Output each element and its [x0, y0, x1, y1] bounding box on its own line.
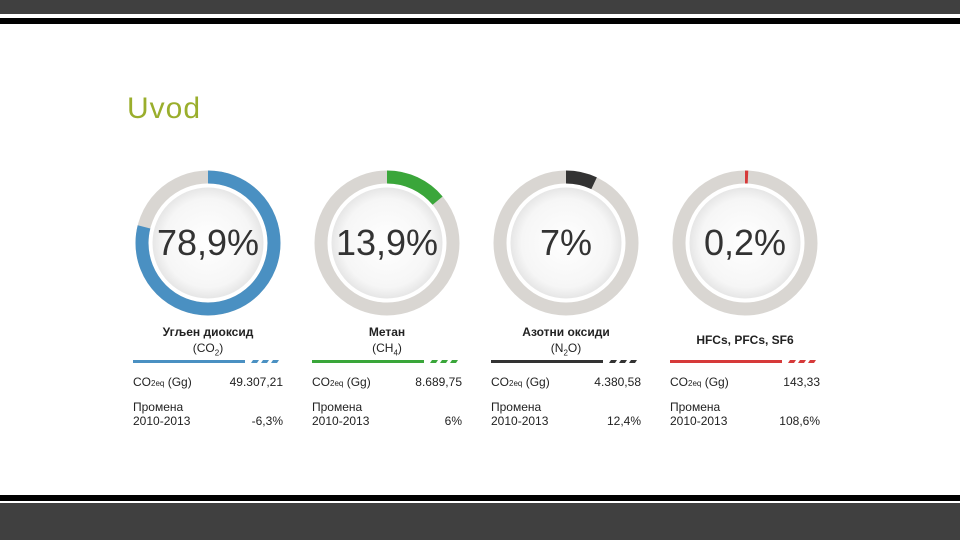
color-rule: [133, 360, 279, 363]
change-label-row: Промена: [491, 400, 641, 414]
donut-chart: 13,9%: [312, 168, 462, 318]
co2eq-label: CO2eq (Gg): [491, 375, 550, 389]
bottom-divider: [0, 495, 960, 501]
donut-svg: [135, 170, 281, 316]
donut-chart: 78,9%: [133, 168, 283, 318]
change-value: 12,4%: [606, 414, 641, 428]
change-value: -6,3%: [251, 414, 283, 428]
color-rule: [670, 360, 816, 363]
donut-center: [152, 187, 264, 299]
change-row: 2010-2013 12,4%: [491, 414, 641, 428]
donut-center: [510, 187, 622, 299]
slide-title: Uvod: [127, 92, 202, 125]
gas-formula: (CH4): [372, 341, 402, 358]
change-label: Промена: [670, 400, 721, 414]
percent-label: 0,2%: [703, 222, 787, 263]
co2eq-label: CO2eq (Gg): [133, 375, 192, 389]
gas-formula: (N2O): [550, 341, 582, 358]
percent-label: 13,9%: [335, 222, 439, 263]
percent-label: 7%: [539, 222, 593, 263]
gas-name: HFCs, PFCs, SF6: [696, 333, 794, 347]
co2eq-label: CO2eq (Gg): [312, 375, 371, 389]
change-period: 2010-2013: [312, 414, 370, 428]
change-label: Промена: [312, 400, 363, 414]
top-divider: [0, 18, 960, 24]
donut-chart: 0,2%: [670, 168, 820, 318]
change-label: Промена: [133, 400, 184, 414]
co2eq-label: CO2eq (Gg): [670, 375, 729, 389]
donut-segment: [493, 170, 639, 316]
change-label-row: Промена: [670, 400, 820, 414]
donut-svg: [672, 170, 818, 316]
co2eq-value: 4.380,58: [594, 375, 641, 389]
co2eq-value: 8.689,75: [415, 375, 462, 389]
change-row: 2010-2013 -6,3%: [133, 414, 283, 428]
change-period: 2010-2013: [491, 414, 549, 428]
color-rule: [491, 360, 637, 363]
donut-chart: 7%: [491, 168, 641, 318]
co2eq-value: 49.307,21: [229, 375, 283, 389]
gas-name: Метан: [368, 325, 406, 339]
top-bar: [0, 0, 960, 14]
percent-label: 78,9%: [156, 222, 260, 263]
donut-svg: [314, 170, 460, 316]
change-row: 2010-2013 6%: [312, 414, 462, 428]
change-period: 2010-2013: [670, 414, 728, 428]
gas-name: Азотни оксиди: [522, 325, 610, 339]
co2eq-row: CO2eq (Gg) 49.307,21: [133, 375, 283, 389]
donut-segment: [672, 170, 818, 316]
change-value: 6%: [444, 414, 462, 428]
donut-center: [331, 187, 443, 299]
change-value: 108,6%: [779, 414, 820, 428]
co2eq-row: CO2eq (Gg) 8.689,75: [312, 375, 462, 389]
color-rule: [312, 360, 458, 363]
gas-name: Угљен диоксид: [162, 325, 254, 339]
top-divider-white: [0, 14, 960, 17]
donut-segment: [314, 170, 460, 316]
co2eq-row: CO2eq (Gg) 4.380,58: [491, 375, 641, 389]
donut-center: [689, 187, 801, 299]
co2eq-row: CO2eq (Gg) 143,33: [670, 375, 820, 389]
co2eq-value: 143,33: [783, 375, 820, 389]
donut-segment: [135, 170, 281, 316]
change-period: 2010-2013: [133, 414, 191, 428]
bottom-bar: [0, 503, 960, 540]
change-row: 2010-2013 108,6%: [670, 414, 820, 428]
change-label-row: Промена: [312, 400, 462, 414]
change-label: Промена: [491, 400, 542, 414]
donut-svg: [493, 170, 639, 316]
change-label-row: Промена: [133, 400, 283, 414]
gas-formula: (CO2): [192, 341, 224, 358]
